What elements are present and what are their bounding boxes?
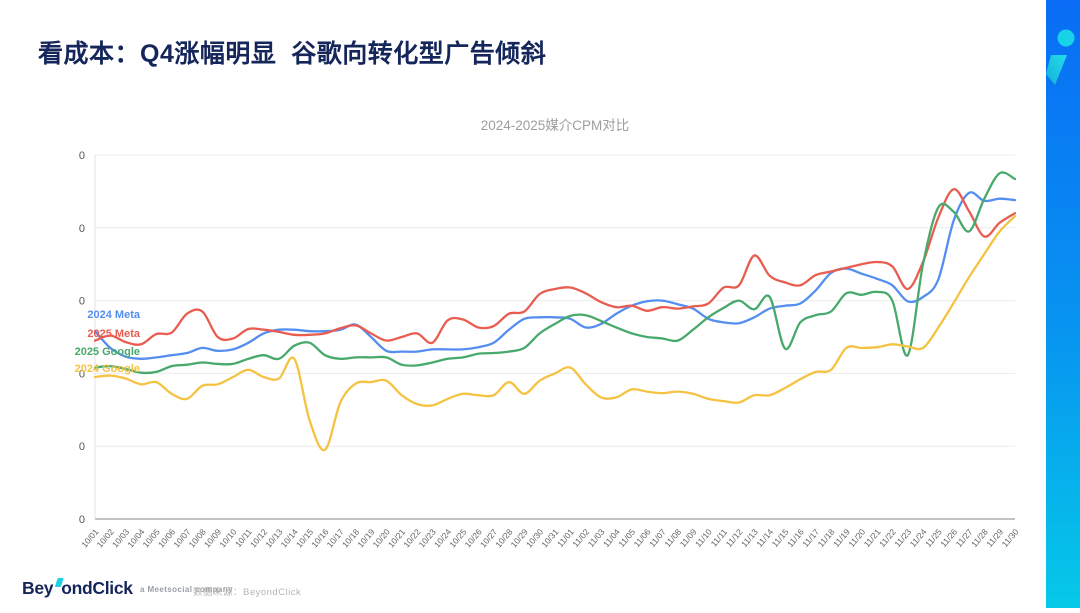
chart-title: 2024-2025媒介CPM对比 [480, 118, 630, 133]
series-label-2024-meta: 2024 Meta [87, 309, 140, 321]
series-line-2025-meta [93, 188, 1017, 346]
series-label-2025-meta: 2025 Meta [87, 328, 140, 340]
logo-text-1: Bey [22, 578, 54, 598]
logo-slash-icon [1046, 55, 1067, 85]
y-tick-label: 0 [79, 223, 85, 235]
logo-tagline: a Meetsocial company [140, 585, 233, 594]
beyondclick-logo: Bey ondClick [22, 578, 133, 599]
y-tick-label: 0 [79, 296, 85, 308]
slide-title: 看成本：Q4涨幅明显 谷歌向转化型广告倾斜 [38, 40, 547, 68]
series-line-2024-meta [93, 191, 1017, 360]
logo-dot-icon [1057, 29, 1075, 47]
series-line-2025-google [93, 171, 1017, 375]
series-label-2025-google: 2025 Google [75, 346, 140, 358]
y-tick-label: 0 [79, 514, 85, 526]
x-tick-label: 11/10 [693, 527, 714, 549]
beyondclick-logo-icon [1046, 29, 1075, 85]
y-tick-label: 0 [79, 368, 85, 380]
series-label-2024-google: 2024 Google [75, 363, 140, 375]
logo-text-2: ondClick [61, 578, 133, 598]
y-tick-label: 0 [79, 150, 85, 162]
footer: Bey ondClick a Meetsocial company 数据来源：Be… [0, 574, 1040, 604]
y-tick-label: 0 [79, 441, 85, 453]
accent-bar [1046, 0, 1080, 608]
data-source-note: 数据来源：BeyondClick [193, 587, 302, 598]
series-line-2024-google [93, 215, 1017, 452]
x-tick-label: 11/30 [1000, 527, 1021, 549]
